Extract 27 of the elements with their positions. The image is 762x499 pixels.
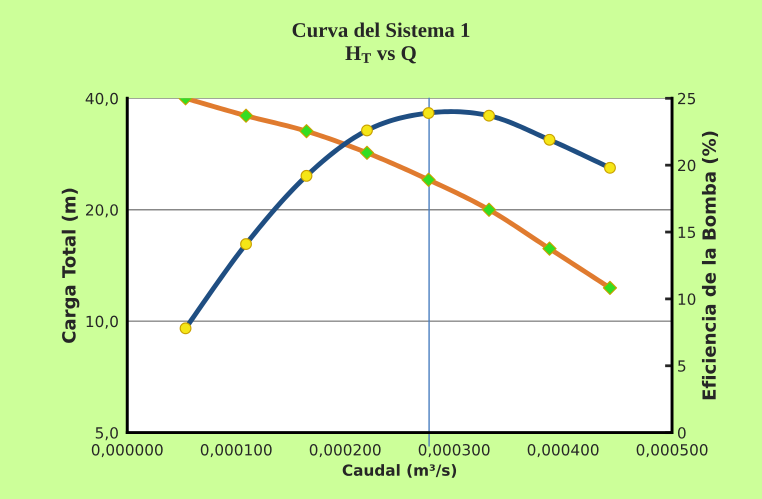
x-tick-label: 0,000500 bbox=[636, 444, 708, 458]
point bbox=[299, 124, 314, 138]
y2-tick-label: 25 bbox=[678, 92, 696, 104]
y-axis-title: Carga Total (m) bbox=[62, 188, 80, 343]
x-tick-label: 0,000400 bbox=[528, 444, 599, 458]
point bbox=[542, 242, 557, 256]
y2-tick-label: 20 bbox=[678, 160, 696, 172]
point bbox=[360, 146, 374, 160]
point bbox=[602, 280, 618, 296]
y-tick-label: 20,0 bbox=[86, 204, 118, 218]
x-tick-label: 0,000000 bbox=[92, 444, 163, 458]
y2-tick-label: 0 bbox=[678, 427, 686, 439]
x-tick-label: 0,000100 bbox=[200, 444, 272, 458]
y2-tick-label: 5 bbox=[678, 360, 686, 372]
y2-tick-label: 15 bbox=[678, 226, 696, 238]
x-axis-title: Caudal (m³/s) bbox=[342, 464, 456, 478]
point bbox=[421, 172, 436, 187]
point bbox=[482, 202, 496, 217]
x-tick-label: 0,000300 bbox=[418, 444, 490, 458]
y-tick-label: 10,0 bbox=[86, 316, 118, 329]
y2-tick-label: 10 bbox=[678, 293, 696, 305]
x-tick-label: 0,000200 bbox=[310, 444, 381, 458]
y-tick-label: 5,0 bbox=[96, 427, 118, 440]
point bbox=[238, 108, 254, 123]
chart-title: Curva del Sistema 1 H$_{T}$ vs Q bbox=[292, 22, 470, 64]
y2-axis-title: Eficiencia de la Bomba (%) bbox=[702, 132, 718, 400]
y-tick-label: 40,0 bbox=[86, 92, 118, 106]
